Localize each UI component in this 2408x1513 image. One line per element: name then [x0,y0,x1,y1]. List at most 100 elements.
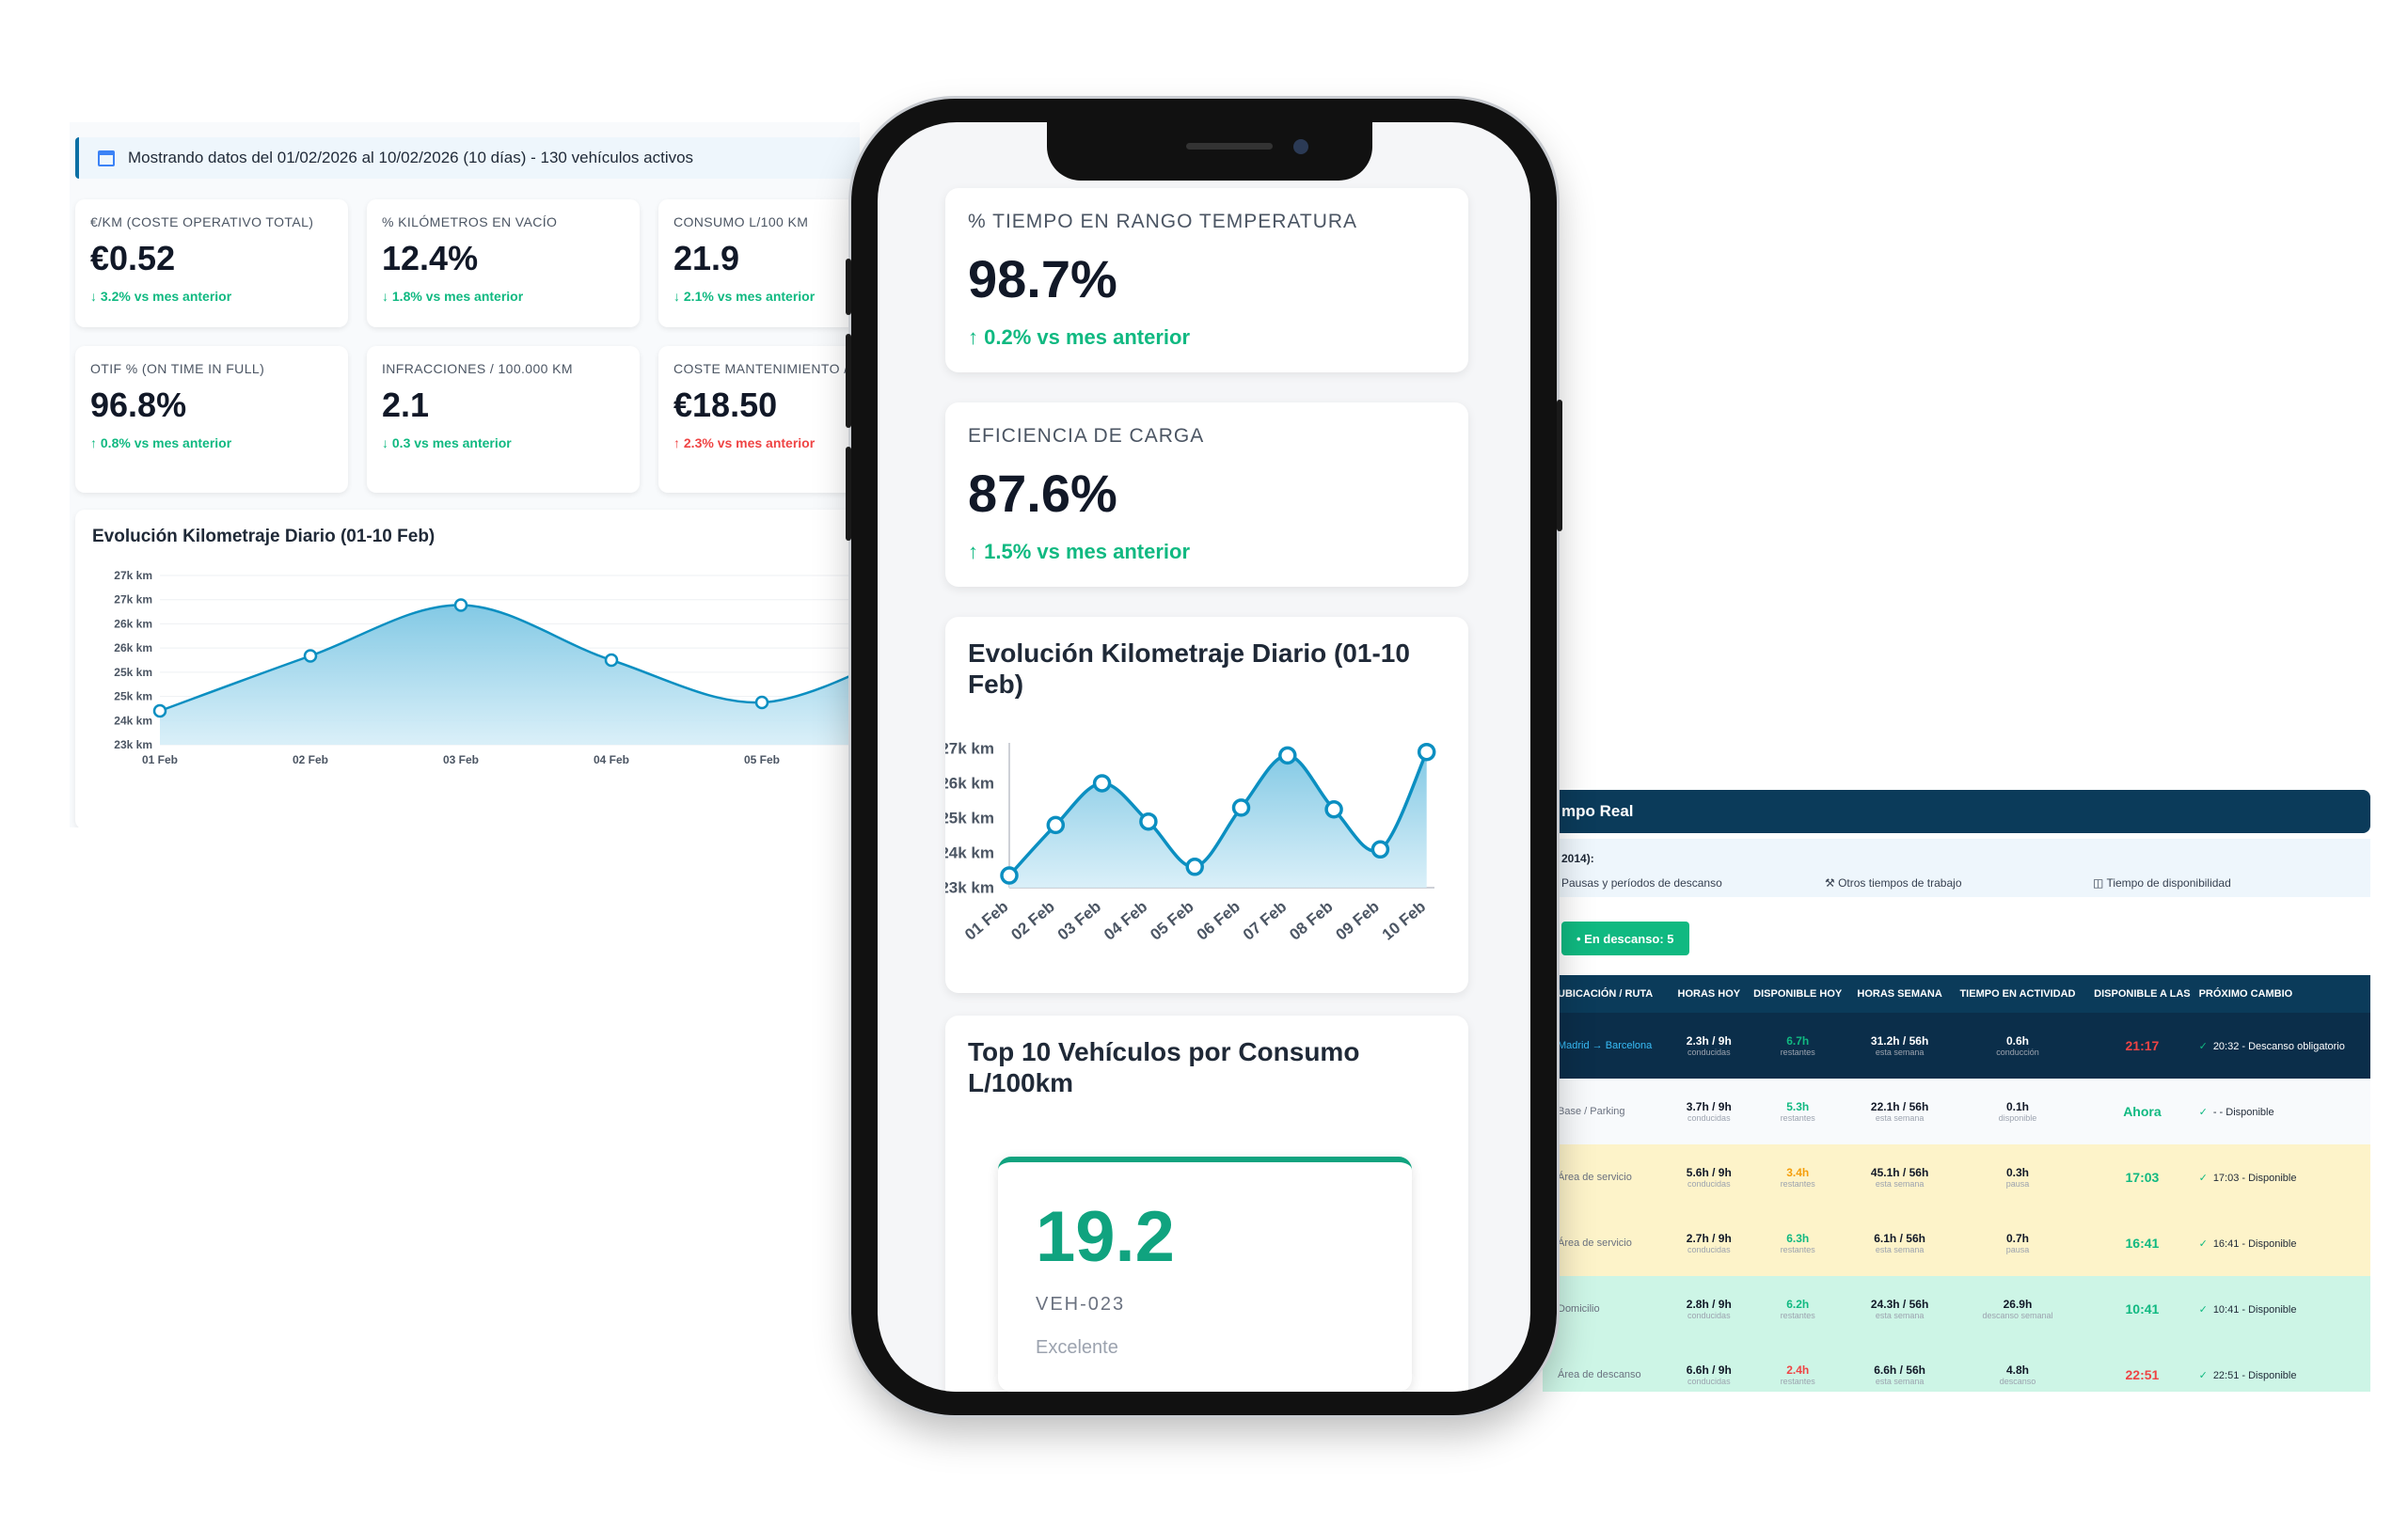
row-next-change: ✓ 17:03 - Disponible [2198,1172,2297,1184]
kpi-change: ↓ 3.2% vs mes anterior [90,289,232,304]
data-point [1000,866,1019,885]
vehicle-status: Excelente [1036,1337,1118,1358]
data-point [1324,800,1343,819]
date-range-info-bar: Mostrando datos del 01/02/2026 al 10/02/… [75,137,860,179]
row-activity-time: 0.3h pausa [2005,1166,2030,1189]
check-icon: ✓ [2198,1237,2208,1250]
phone-screen: % TIEMPO EN RANGO TEMPERATURA 98.7% ↑ 0.… [878,122,1530,1392]
data-point [453,598,468,612]
x-tick-label: 05 Feb [744,753,780,766]
col-location[interactable]: UBICACIÓN / RUTA [1543,975,1672,1013]
row-hours-week: 31.2h / 56h esta semana [1870,1034,1929,1057]
kpi-card-empty-km[interactable]: % KILÓMETROS EN VACÍO 12.4% ↓ 1.8% vs me… [367,199,640,327]
x-tick-label: 01 Feb [142,753,178,766]
table-row[interactable]: Área de servicio 2.7h / 9h conducidas 6.3h r… [1543,1210,2370,1276]
row-hours-today: 3.7h / 9h conducidas [1686,1100,1732,1123]
table-row[interactable]: Área de descanso 6.6h / 9h conducidas 2.4h r… [1543,1342,2370,1392]
data-point [1092,774,1112,793]
kpi-card-cost-per-km[interactable]: €/KM (COSTE OPERATIVO TOTAL) €0.52 ↓ 3.2… [75,199,348,327]
row-activity-time: 0.7h pausa [2005,1232,2030,1254]
kpi-value: 21.9 [673,239,740,277]
resting-filter-badge[interactable]: • En descanso: 5 [1561,922,1689,955]
phone-power-button [1557,400,1562,531]
kpi-value: €0.52 [90,239,176,277]
front-camera-icon [1293,139,1308,154]
row-available-today: 5.3h restantes [1780,1100,1815,1123]
row-location: Área de descanso [1558,1369,1641,1380]
kpi-card-temperature-range[interactable]: % TIEMPO EN RANGO TEMPERATURA 98.7% ↑ 0.… [945,188,1468,372]
col-hours-today[interactable]: HORAS HOY [1671,975,1746,1013]
mileage-chart-card-mobile: Evolución Kilometraje Diario (01-10 Feb)… [945,617,1468,993]
vehicle-consumption-card[interactable]: 19.2 VEH-023 Excelente [998,1157,1412,1392]
row-hours-week: 22.1h / 56h esta semana [1870,1100,1929,1123]
col-available-today[interactable]: DISPONIBLE HOY [1745,975,1850,1013]
check-icon: ✓ [2198,1040,2208,1052]
row-available-today: 3.4h restantes [1780,1166,1815,1189]
y-tick-label: 27k km [114,593,152,607]
chart-title: Evolución Kilometraje Diario (01-10 Feb) [968,638,1410,699]
table-row[interactable]: Área de servicio 5.6h / 9h conducidas 3.4h r… [1543,1144,2370,1210]
y-tick-label: 27k km [945,740,994,758]
kpi-value: €18.50 [673,386,778,424]
row-available-at: 16:41 [2125,1236,2160,1251]
table-header-row: UBICACIÓN / RUTA HORAS HOY DISPONIBLE HO… [1543,975,2370,1013]
x-tick-label: 03 Feb [1054,898,1104,944]
phone-volume-down-button [846,447,851,541]
data-point [1185,858,1204,876]
col-hours-week[interactable]: HORAS SEMANA [1849,975,1950,1013]
data-point [303,649,318,663]
col-next-change[interactable]: PRÓXIMO CAMBIO [2198,975,2370,1013]
legend-title: 2014): [1561,852,1594,865]
kpi-label: CONSUMO L/100 KM [673,214,809,229]
vehicle-consumption-value: 19.2 [1036,1197,1175,1277]
table-row[interactable]: Base / Parking 3.7h / 9h conducidas 5.3h res… [1543,1079,2370,1144]
chart-title: Evolución Kilometraje Diario (01-10 Feb) [92,527,436,546]
panel-header: mpo Real [1543,790,2370,833]
y-tick-label: 26k km [945,775,994,793]
kpi-value: 96.8% [90,386,187,424]
x-tick-label: 02 Feb [1007,898,1057,944]
kpi-card-otif[interactable]: OTIF % (ON TIME IN FULL) 96.8% ↑ 0.8% vs… [75,346,348,493]
row-location: Domicilio [1558,1303,1600,1315]
row-activity-time: 26.9h descanso semanal [1982,1298,2053,1320]
row-next-change: ✓ 22:51 - Disponible [2198,1369,2297,1381]
legend-item-availability: ◫ Tiempo de disponibilidad [2093,876,2231,890]
y-tick-label: 26k km [114,617,152,630]
data-point [1370,840,1390,859]
col-activity-time[interactable]: TIEMPO EN ACTIVIDAD [1949,975,2086,1013]
x-tick-label: 10 Feb [1379,898,1429,944]
top10-vehicles-card: Top 10 Vehículos por Consumo L/100km 19.… [945,1016,1468,1392]
row-hours-today: 2.7h / 9h conducidas [1686,1232,1732,1254]
legend-item-other-work: ⚒ Otros tiempos de trabajo [1825,876,1962,890]
mileage-area-chart: 23k km 24k km 25k km 25k km 26k km 26k km 27k … [114,569,860,766]
kpi-value: 98.7% [968,249,1117,308]
check-icon: ✓ [2198,1369,2208,1381]
kpi-change: ↑ 2.3% vs mes anterior [673,435,816,450]
row-hours-today: 2.8h / 9h conducidas [1686,1298,1732,1320]
row-location: Área de servicio [1558,1172,1632,1183]
kpi-value: 12.4% [382,239,479,277]
row-hours-today: 6.6h / 9h conducidas [1686,1363,1732,1386]
kpi-card-load-efficiency[interactable]: EFICIENCIA DE CARGA 87.6% ↑ 1.5% vs mes … [945,402,1468,587]
row-available-at: Ahora [2123,1104,2162,1119]
top10-title: Top 10 Vehículos por Consumo L/100km [968,1037,1360,1097]
table-row[interactable]: Domicilio 2.8h / 9h conducidas 6.2h restante… [1543,1276,2370,1342]
kpi-label: EFICIENCIA DE CARGA [968,425,1205,447]
table-row[interactable]: Madrid → Barcelona 2.3h / 9h conducidas 6.7… [1543,1013,2370,1079]
y-tick-label: 23k km [114,738,152,751]
y-tick-label: 25k km [114,690,152,703]
y-tick-label: 25k km [114,666,152,679]
x-tick-label: 04 Feb [1101,898,1150,944]
row-available-today: 2.4h restantes [1780,1363,1815,1386]
kpi-label: OTIF % (ON TIME IN FULL) [90,361,265,376]
x-tick-label: 07 Feb [1240,898,1290,944]
series-line [1007,750,1429,877]
col-available-at[interactable]: DISPONIBLE A LAS [2085,975,2199,1013]
data-point [1278,746,1297,765]
row-available-at: 10:41 [2125,1301,2160,1316]
x-tick-label: 04 Feb [594,753,629,766]
kpi-card-consumption[interactable]: CONSUMO L/100 KM 21.9 ↓ 2.1% vs mes ante… [658,199,860,327]
kpi-card-infractions[interactable]: INFRACCIONES / 100.000 KM 2.1 ↓ 0.3 vs m… [367,346,640,493]
calendar-icon [98,150,115,166]
kpi-card-maintenance[interactable]: COSTE MANTENIMIENTO / KM €18.50 ↑ 2.3% v… [658,346,860,493]
